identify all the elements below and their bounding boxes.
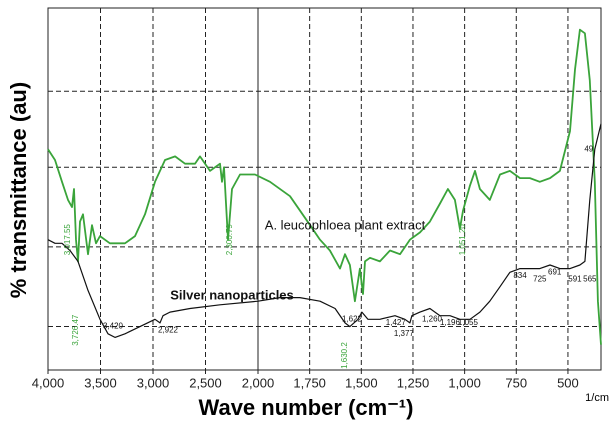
peak-label: 725 — [533, 275, 547, 284]
x-tick-label: 1,250 — [397, 375, 430, 390]
peak-label: 565 — [583, 275, 597, 284]
y-axis-title: % transmittance (au) — [6, 82, 31, 298]
peak-label: 834 — [513, 271, 527, 280]
x-tick-label: 2,000 — [242, 375, 275, 390]
x-tick-label: 1,500 — [345, 375, 378, 390]
series-label: Silver nanoparticles — [170, 287, 294, 302]
x-tick-label: 3,000 — [137, 375, 170, 390]
peak-label: 1,260 — [422, 314, 443, 323]
peak-label: 2,300.79 — [225, 224, 234, 256]
x-tick-label: 3,500 — [84, 375, 117, 390]
x-axis-title: Wave number (cm⁻¹) — [199, 395, 414, 420]
x-tick-label: 1,000 — [448, 375, 481, 390]
x-tick-label: 2,500 — [189, 375, 222, 390]
peak-label: 1,622 — [342, 314, 363, 323]
peak-label: 1,630.2 — [340, 342, 349, 369]
plot-frame — [47, 7, 602, 371]
peak-label: 3,017.55 — [63, 224, 72, 256]
peak-label: 2,922 — [158, 325, 179, 334]
peak-label: 3,726.47 — [71, 314, 80, 346]
peak-label: 3,420 — [103, 322, 124, 331]
peak-label: 691 — [548, 267, 562, 276]
peak-label: 1,051.20 — [458, 224, 467, 256]
peak-label: 591 — [568, 275, 582, 284]
spectrum-line — [47, 123, 602, 338]
peak-label: 1,055 — [458, 318, 479, 327]
x-tick-label: 4,000 — [32, 375, 65, 390]
peak-label: 49 — [584, 144, 593, 153]
peak-label: 1,377 — [394, 329, 415, 338]
peak-label: 1,196 — [440, 318, 461, 327]
x-tick-label: 750 — [505, 375, 527, 390]
x-unit: 1/cm — [585, 392, 609, 404]
spectrum-line — [47, 28, 602, 345]
series-label: A. leucophloea plant extract — [265, 217, 426, 232]
x-tick-label: 1,750 — [293, 375, 326, 390]
x-tick-label: 500 — [557, 375, 579, 390]
peak-label: 1,427 — [386, 318, 407, 327]
